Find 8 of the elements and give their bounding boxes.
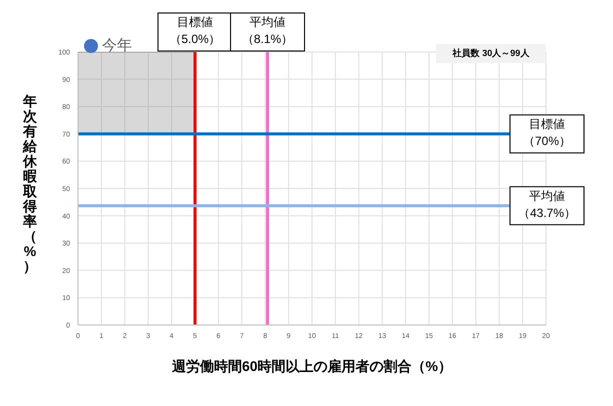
- text: 年次有給休暇取得率（%）: [23, 93, 37, 274]
- ref-line-label: 目標値（70%）: [522, 116, 572, 150]
- ref-line-label: 平均値（43.7%）: [516, 188, 578, 222]
- x-axis-title: 週労働時間60時間以上の雇用者の割合（%）: [170, 358, 452, 374]
- note-box: 社員数 30人～99人: [436, 44, 546, 63]
- ref-line-label: 平均値（8.1%）: [240, 14, 294, 48]
- legend-label: 今年: [102, 37, 132, 54]
- ref-line-label: 目標値（5.0%）: [168, 14, 222, 48]
